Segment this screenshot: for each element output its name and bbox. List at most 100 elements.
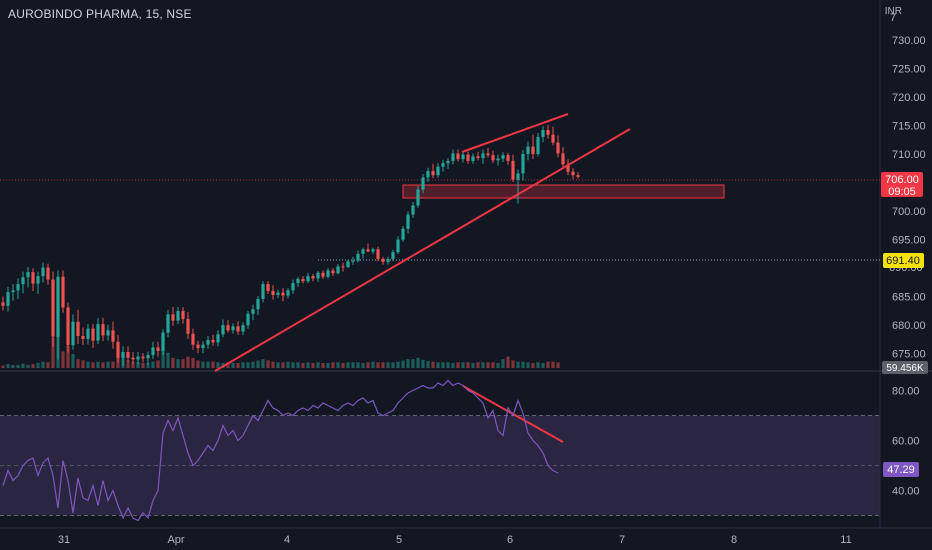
volume-bar <box>321 362 325 368</box>
marked-level-value: 691.40 <box>886 255 920 267</box>
ascending-trendline[interactable] <box>214 128 631 372</box>
candle-body <box>336 266 340 274</box>
volume-bar <box>376 362 380 368</box>
currency-label[interactable]: INR <box>884 6 902 17</box>
volume-bar <box>141 362 145 368</box>
candle-body <box>76 321 80 337</box>
candles <box>1 124 580 366</box>
price-tick: 680.00 <box>892 320 926 332</box>
volume-bar <box>191 357 195 368</box>
candle <box>6 286 10 312</box>
candle <box>431 163 435 179</box>
candle-body <box>431 171 435 176</box>
candle <box>136 352 140 365</box>
candle-body <box>241 325 245 332</box>
candle-body <box>506 155 510 161</box>
candle-body <box>366 249 370 252</box>
candle <box>496 154 500 166</box>
candle-body <box>51 279 55 337</box>
candle-body <box>186 318 190 334</box>
volume-bar <box>451 362 455 368</box>
candle-body <box>491 155 495 161</box>
candle <box>316 271 320 282</box>
volume-bar <box>466 362 470 368</box>
candle-body <box>371 249 375 252</box>
volume-bar <box>421 359 425 368</box>
volume-bar <box>406 359 410 368</box>
candle-body <box>106 330 110 336</box>
candle <box>246 310 250 329</box>
volume-bar <box>341 362 345 368</box>
candle-body <box>246 313 250 326</box>
volume-bar <box>326 362 330 368</box>
candle <box>281 288 285 302</box>
candle <box>516 169 520 204</box>
candle <box>1 296 5 311</box>
candle-body <box>111 330 115 342</box>
channel-top-trendline[interactable] <box>461 113 569 153</box>
volume-bar <box>301 362 305 368</box>
candle <box>561 147 565 168</box>
candle-body <box>311 276 315 279</box>
candle <box>36 271 40 294</box>
price-tick: 720.00 <box>892 92 926 104</box>
chart-title[interactable]: AUROBINDO PHARMA, 15, NSE <box>8 7 192 21</box>
candle <box>356 250 360 263</box>
candle <box>116 334 120 363</box>
candle-body <box>416 189 420 206</box>
volume-bar <box>521 361 525 368</box>
volume-bar <box>76 359 80 368</box>
volume-bar <box>351 362 355 368</box>
candle-body <box>396 239 400 253</box>
candle <box>81 327 85 346</box>
volume-bar <box>246 362 250 368</box>
candle <box>216 330 220 347</box>
candle-body <box>136 356 140 360</box>
volume-bar <box>256 360 260 368</box>
volume-bar <box>431 361 435 368</box>
time-label-11: 11 <box>840 534 851 546</box>
candle-body <box>471 156 475 161</box>
rsi-current-badge <box>883 462 919 477</box>
volume-bar <box>176 359 180 368</box>
candle-body <box>11 290 15 293</box>
candle <box>501 152 505 163</box>
candle <box>571 168 575 180</box>
time-axis[interactable]: 31 Apr 4 5 6 7 8 11 <box>58 534 852 546</box>
candle <box>271 285 275 300</box>
rsi-tick: 60.00 <box>892 436 920 448</box>
candle <box>106 324 110 341</box>
candle <box>426 167 430 183</box>
volume-bar <box>171 357 175 368</box>
volume-bar <box>486 362 490 368</box>
volume-bar <box>81 360 85 368</box>
volume-bar <box>16 364 20 368</box>
volume-bar <box>161 350 165 368</box>
candle-body <box>571 171 575 176</box>
candle-body <box>536 136 540 155</box>
candle <box>31 268 35 291</box>
volume-bar <box>316 362 320 368</box>
price-axis[interactable]: 730.00 725.00 720.00 715.00 710.00 700.00 695.… <box>892 35 926 361</box>
candle <box>556 135 560 158</box>
candle-body <box>446 160 450 164</box>
rsi-axis[interactable]: 80.00 60.00 40.00 <box>892 386 920 498</box>
volume-bar <box>396 361 400 368</box>
support-zone[interactable] <box>402 184 725 199</box>
candle <box>51 271 55 347</box>
candle <box>416 185 420 208</box>
time-label-8: 8 <box>731 534 737 546</box>
volume-bar <box>261 359 265 368</box>
volume-bar <box>36 362 40 368</box>
candle-body <box>31 272 35 284</box>
candle-body <box>271 290 275 295</box>
volume-bar <box>146 362 150 368</box>
candle <box>411 201 415 218</box>
volume-bar <box>501 359 505 368</box>
candle-body <box>281 292 285 296</box>
candle <box>111 321 115 349</box>
rsi-band <box>0 415 880 516</box>
candle-body <box>486 153 490 156</box>
